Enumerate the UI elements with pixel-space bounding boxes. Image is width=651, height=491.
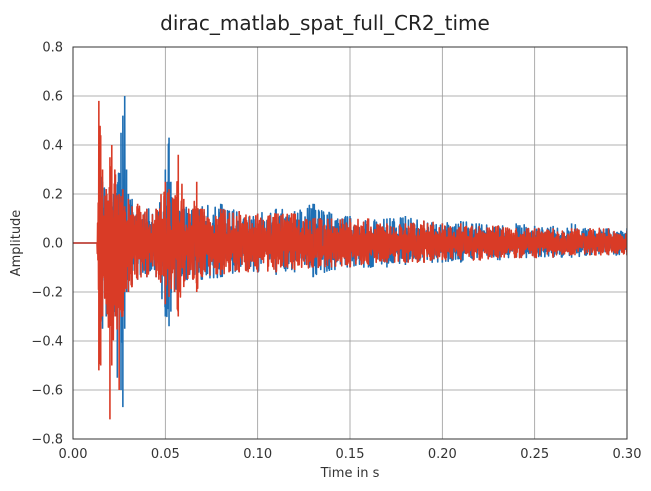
- x-tick-label: 0.20: [428, 447, 457, 462]
- x-tick-labels: 0.00 0.05 0.10 0.15 0.20 0.25 0.30: [59, 447, 642, 462]
- y-tick-label: 0.4: [42, 139, 63, 154]
- axes-frame: [72, 46, 628, 440]
- y-tick-label: −0.6: [31, 384, 63, 399]
- y-tick-label: −0.8: [31, 433, 63, 448]
- y-tick-label: 0.6: [42, 90, 63, 105]
- x-tick-label: 0.15: [336, 447, 365, 462]
- y-tick-labels: 0.8 0.6 0.4 0.2 0.0 −0.2 −0.4 −0.6 −0.8: [31, 41, 63, 448]
- x-tick-label: 0.30: [613, 447, 642, 462]
- plot-area: [73, 96, 627, 420]
- series-line-2: [73, 100, 627, 420]
- y-tick-label: −0.4: [31, 335, 63, 350]
- y-tick-label: 0.0: [42, 237, 63, 252]
- y-axis-label: Amplitude: [9, 210, 24, 277]
- x-tick-label: 0.00: [59, 447, 88, 462]
- x-axis-label: Time in s: [320, 466, 380, 481]
- series-layer: [73, 96, 627, 420]
- chart-title: dirac_matlab_spat_full_CR2_time: [160, 11, 490, 35]
- y-tick-label: 0.2: [42, 188, 63, 203]
- x-tick-label: 0.05: [151, 447, 180, 462]
- y-tick-label: −0.2: [31, 286, 63, 301]
- x-tick-label: 0.10: [243, 447, 272, 462]
- x-tick-label: 0.25: [520, 447, 549, 462]
- y-tick-label: 0.8: [42, 41, 63, 56]
